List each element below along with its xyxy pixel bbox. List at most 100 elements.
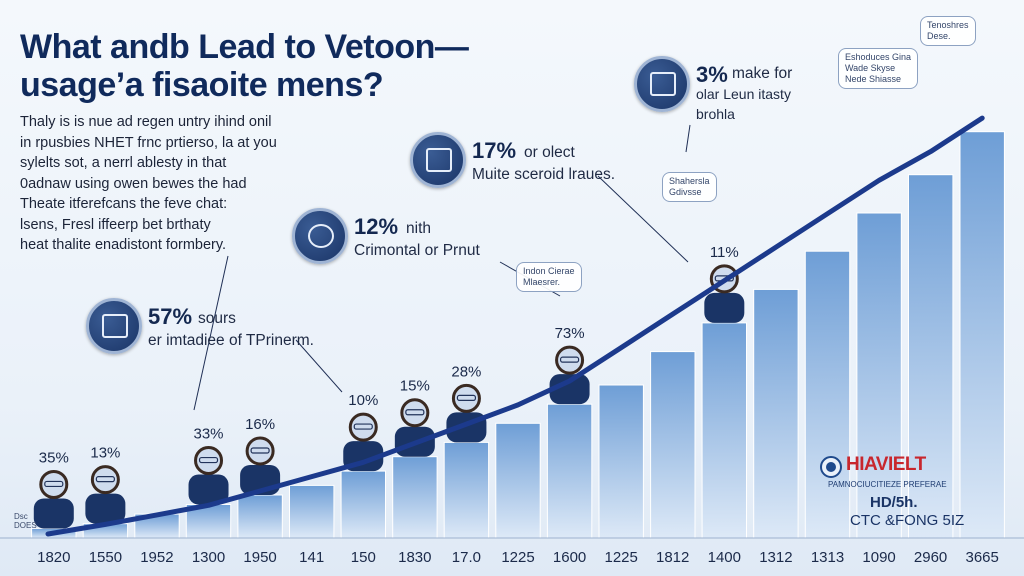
data-label-5: 15% (400, 378, 430, 395)
brand-logo-icon (820, 456, 842, 478)
connector-0 (685, 124, 691, 153)
bar-16 (856, 212, 902, 539)
body-line-1: Thaly is is nue ad regen untry ihind oni… (20, 114, 272, 130)
callout-3-pct: 12% (354, 214, 399, 239)
x-tick-label-6: 150 (351, 549, 376, 566)
note-2-line-2: Gdivsse (669, 187, 702, 197)
bar-18 (959, 131, 1005, 539)
people-group (33, 264, 745, 529)
x-tick-label-13: 1400 (708, 549, 741, 566)
body-line-7: heat thalite enadistont formbery. (20, 237, 227, 253)
bar-17 (908, 174, 954, 539)
note-4-line-1: Tenoshres (927, 20, 969, 30)
note-1-line-3: Nede Shiasse (845, 74, 902, 84)
brand-tagline: PAMNOCIUCITIEZE PREFERAE (828, 480, 947, 489)
note-3-line-1: Indon Cierae (523, 266, 575, 276)
callout-4-pct: 57% (148, 304, 193, 329)
title-line-1: What andb Lead to Vetoon— (20, 28, 469, 66)
x-tick-label-0: 1820 (37, 549, 70, 566)
callout-3-text: nith (406, 220, 431, 237)
bar-14 (753, 288, 799, 539)
x-tick-label-8: 17.0 (452, 549, 481, 566)
callout-2-pct: 17% (472, 138, 517, 163)
connector-4 (295, 339, 343, 393)
data-labels-group: 35% 13% 33% 16% 10% 15% 28% 73% 11% (39, 244, 739, 467)
bars-group (31, 131, 1005, 539)
callout-1: 3% make for olar Leun itasty brohla (634, 56, 854, 126)
title-line-2: usage’a fisaoite mens? (20, 66, 384, 104)
x-tick-label-14: 1312 (759, 549, 792, 566)
bar-6 (340, 470, 387, 539)
x-tick-label-17: 2960 (914, 549, 947, 566)
x-tick-label-3: 1300 (192, 549, 225, 566)
callout-1-pct: 3% (696, 62, 728, 87)
note-3-line-2: Mlaesrer. (523, 277, 561, 287)
corner-note-line-2: DOES (14, 521, 37, 530)
data-label-3: 16% (245, 416, 275, 433)
bar-10 (546, 403, 593, 539)
chart-icon (634, 56, 690, 112)
x-tick-label-4: 1950 (243, 549, 276, 566)
body-line-5: Theate itferefcans the feve chat: (20, 196, 228, 212)
callout-1-text-3: brohla (696, 106, 735, 122)
data-label-4: 10% (348, 392, 378, 409)
bar-9 (495, 422, 541, 539)
bar-15 (804, 250, 851, 539)
callout-4-text: sours (198, 310, 236, 327)
person-figure-1 (85, 465, 126, 524)
data-label-8: 11% (710, 244, 739, 261)
data-label-0: 35% (39, 449, 69, 466)
bar-4 (237, 494, 283, 539)
trend-line (45, 115, 985, 537)
x-tick-label-7: 1830 (398, 549, 431, 566)
person-figure-0 (33, 469, 74, 529)
tools-icon (86, 298, 142, 354)
note-1-line-2: Wade Skyse (845, 63, 896, 73)
x-tick-label-15: 1313 (811, 549, 844, 566)
x-tick-label-10: 1600 (553, 549, 586, 566)
body-line-2: in rpusbies NHET frnc prtierso, la at yo… (20, 134, 277, 151)
body-line-4: 0adnaw using owen bewes the had (20, 175, 247, 192)
corner-note-line-1: Dsc (14, 512, 28, 521)
data-label-7: 73% (555, 325, 585, 342)
callout-1-text-2: olar Leun itasty (696, 86, 791, 102)
callout-3: 12% nith Crimontal or Prnut (292, 208, 522, 268)
bar-5 (289, 484, 335, 539)
x-tick-labels: 1820 1550 1952 1300 1950 141 150 1830 17.0 1225 16… (37, 549, 999, 566)
brand-line-1: HD/5h. (870, 494, 918, 511)
bar-11 (598, 384, 644, 539)
brand-logo: HIAVIELT (846, 454, 926, 475)
virus-icon (292, 208, 348, 264)
chart-icon (410, 132, 466, 188)
body-line-3: sylelts sot, a nerrl ablesty in that (20, 155, 227, 171)
callout-2: 17% or olect Muite sceroid lraues. (410, 132, 640, 192)
note-1-line-1: Eshoduces Gina (845, 52, 912, 62)
callout-2-text: or olect (524, 144, 575, 161)
x-tick-label-1: 1550 (89, 549, 122, 566)
x-tick-label-12: 1812 (656, 549, 689, 566)
speech-note-1: Eshoduces Gina Wade Skyse Nede Shiasse (838, 48, 919, 89)
x-tick-label-18: 3665 (966, 549, 999, 566)
intro-paragraph: Thaly is is nue ad regen untry ihind oni… (20, 112, 320, 256)
data-label-6: 28% (451, 363, 481, 380)
connector-3 (193, 255, 229, 411)
bar-13 (701, 322, 747, 539)
bar-8 (443, 441, 490, 539)
note-2-line-1: Shahersla (669, 176, 710, 186)
callout-3-text-2: Crimontal or Prnut (354, 242, 480, 259)
person-figure-6 (446, 383, 487, 443)
x-tick-label-2: 1952 (140, 549, 173, 566)
speech-note-3: Indon Cierae Mlaesrer. (516, 262, 582, 292)
corner-note: Dsc DOES (14, 512, 37, 530)
bar-12 (650, 351, 696, 539)
callout-2-text-2: Muite sceroid lraues. (472, 166, 616, 183)
person-figure-2 (188, 446, 229, 505)
person-figure-7 (549, 345, 590, 405)
page-title: What andb Lead to Vetoon— usage’a fisaoi… (20, 28, 469, 104)
x-tick-label-11: 1225 (605, 549, 638, 566)
bar-7 (392, 456, 438, 539)
x-tick-label-9: 1225 (501, 549, 534, 566)
callout-1-text: make for (732, 65, 793, 82)
data-label-2: 33% (193, 426, 223, 443)
